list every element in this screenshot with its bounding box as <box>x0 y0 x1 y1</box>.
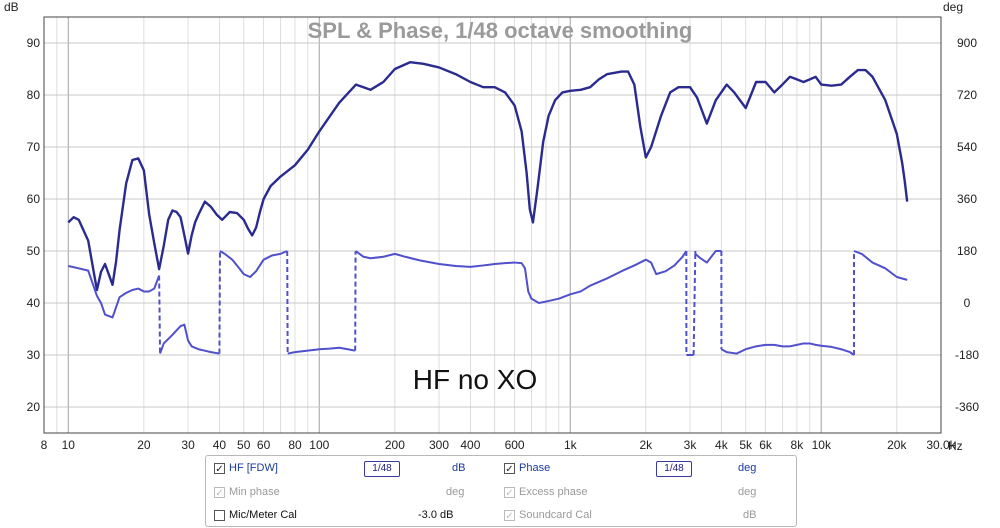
legend-row-hf: ✓ HF [FDW] <box>214 459 278 477</box>
legend-row-mic-cal: Mic/Meter Cal <box>214 506 297 524</box>
y2-tick-label: 360 <box>957 192 977 206</box>
y-tick-label: 70 <box>27 140 41 154</box>
y2-tick-label: 0 <box>964 296 971 310</box>
chart-title: SPL & Phase, 1/48 octave smoothing <box>308 18 693 43</box>
x-tick-label: 2k <box>639 438 653 452</box>
x-tick-label: 5k <box>739 438 753 452</box>
x-tick-label: 4k <box>715 438 729 452</box>
legend-row-phase: ✓ Phase <box>504 459 550 477</box>
x-tick-label: 8 <box>41 438 48 452</box>
hf-label: HF [FDW] <box>229 462 278 474</box>
chart-annotation: HF no XO <box>413 364 537 395</box>
phase-label: Phase <box>519 462 551 474</box>
x-tick-label: 200 <box>385 438 405 452</box>
legend-row-min-phase: ✓ Min phase <box>214 483 280 501</box>
phase-line-segment <box>68 265 161 319</box>
soundcard-cal-unit: dB <box>743 509 757 521</box>
x-tick-label: 400 <box>460 438 480 452</box>
hf-smoothing-button[interactable]: 1/48 <box>364 461 400 477</box>
x-axis-unit: Hz <box>948 439 963 453</box>
min-phase-checkbox[interactable]: ✓ <box>214 486 225 499</box>
y-tick-label: 20 <box>27 400 41 414</box>
phase-wrap-line <box>692 250 697 356</box>
mic-cal-checkbox[interactable] <box>214 509 225 521</box>
soundcard-cal-label: Soundcard Cal <box>519 509 592 521</box>
y2-tick-label: 720 <box>957 88 977 102</box>
x-tick-label: 30 <box>181 438 195 452</box>
phase-line-segment <box>354 250 688 304</box>
y2-tick-label: 180 <box>957 244 977 258</box>
excess-phase-checkbox[interactable]: ✓ <box>504 486 515 499</box>
phase-line-segment <box>720 342 855 356</box>
grid <box>43 17 942 433</box>
y-tick-label: 30 <box>27 348 41 362</box>
x-tick-label: 300 <box>429 438 449 452</box>
series-layer <box>67 61 909 356</box>
y-tick-label: 50 <box>27 244 41 258</box>
x-tick-label: 10 <box>62 438 76 452</box>
phase-line-segment <box>853 250 908 281</box>
excess-phase-label: Excess phase <box>519 486 588 498</box>
x-tick-label: 600 <box>505 438 525 452</box>
phase-line-segment <box>287 346 356 355</box>
phase-checkbox[interactable]: ✓ <box>504 462 515 475</box>
x-tick-label: 50 <box>237 438 251 452</box>
y2-tick-label: -180 <box>955 348 979 362</box>
left-axis-unit: dB <box>4 0 19 14</box>
y2-tick-label: 540 <box>957 140 977 154</box>
x-tick-label: 1k <box>564 438 578 452</box>
plot-frame <box>43 16 942 434</box>
phase-line-segment <box>159 323 220 355</box>
hf-unit: dB <box>452 462 466 474</box>
x-tick-label: 40 <box>213 438 227 452</box>
min-phase-unit: deg <box>446 486 465 498</box>
x-tick-label: 80 <box>288 438 302 452</box>
soundcard-cal-checkbox[interactable]: ✓ <box>504 509 515 522</box>
x-tick-label: 10k <box>812 438 832 452</box>
phase-wrap-line <box>158 275 162 354</box>
legend-panel: ✓ HF [FDW] 1/48 dB ✓ Phase 1/48 deg ✓ Mi… <box>205 455 797 527</box>
y2-tick-label: -360 <box>955 400 979 414</box>
y-tick-label: 90 <box>27 36 41 50</box>
y-tick-label: 80 <box>27 88 41 102</box>
phase-line-segment <box>694 250 722 264</box>
phase-smoothing-button[interactable]: 1/48 <box>656 461 692 477</box>
x-tick-label: 8k <box>791 438 805 452</box>
excess-phase-unit: deg <box>738 486 757 498</box>
tick-labels: 8 10 20 30 40 50 60 80 100 200 300 400 600 1k 2k 3k 4k 5k… <box>27 36 980 452</box>
min-phase-label: Min phase <box>229 486 280 498</box>
y-tick-label: 60 <box>27 192 41 206</box>
phase-unit: deg <box>738 462 757 474</box>
legend-row-soundcard-cal: ✓ Soundcard Cal <box>504 506 592 524</box>
right-axis-unit: deg <box>943 0 963 14</box>
x-tick-label: 60 <box>257 438 271 452</box>
legend-row-excess-phase: ✓ Excess phase <box>504 483 587 501</box>
x-tick-label: 3k <box>684 438 698 452</box>
x-tick-label: 100 <box>309 438 329 452</box>
mic-cal-value: -3.0 dB <box>418 509 454 521</box>
y2-tick-label: 900 <box>957 36 977 50</box>
mic-cal-label: Mic/Meter Cal <box>229 509 297 521</box>
x-tick-label: 20k <box>887 438 907 452</box>
spl-phase-chart: 8 10 20 30 40 50 60 80 100 200 300 400 600 1k 2k 3k 4k 5k… <box>4 0 980 453</box>
x-tick-label: 20 <box>137 438 151 452</box>
spl-line <box>67 61 909 292</box>
y-tick-label: 40 <box>27 296 41 310</box>
hf-checkbox[interactable]: ✓ <box>214 462 225 475</box>
x-tick-label: 6k <box>759 438 773 452</box>
phase-line-segment <box>219 250 288 278</box>
phase-wrap-line <box>218 250 221 354</box>
x-tick-label: 30.0k <box>926 438 956 452</box>
